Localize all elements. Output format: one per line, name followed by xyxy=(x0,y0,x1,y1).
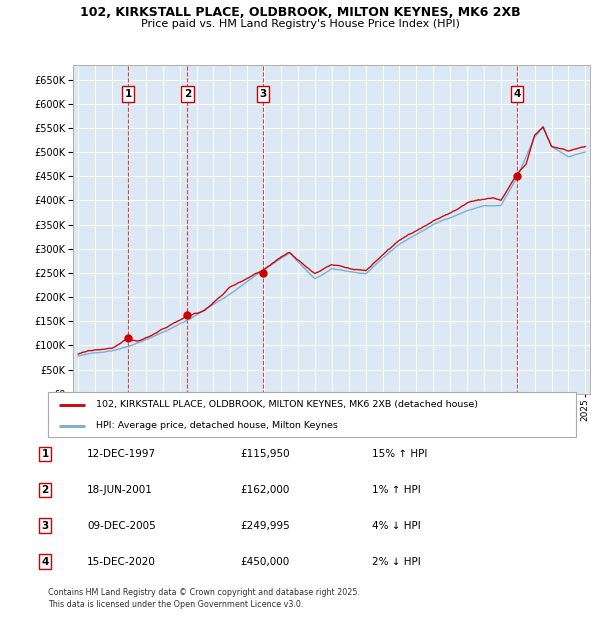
Text: £249,995: £249,995 xyxy=(240,521,290,531)
Text: £162,000: £162,000 xyxy=(240,485,289,495)
Text: Price paid vs. HM Land Registry's House Price Index (HPI): Price paid vs. HM Land Registry's House … xyxy=(140,19,460,29)
Text: £115,950: £115,950 xyxy=(240,449,290,459)
Text: 18-JUN-2001: 18-JUN-2001 xyxy=(87,485,153,495)
Text: 2: 2 xyxy=(184,89,191,99)
Text: 15% ↑ HPI: 15% ↑ HPI xyxy=(372,449,427,459)
Text: 2: 2 xyxy=(41,485,49,495)
Text: HPI: Average price, detached house, Milton Keynes: HPI: Average price, detached house, Milt… xyxy=(95,422,337,430)
Text: 1: 1 xyxy=(125,89,132,99)
Text: 1% ↑ HPI: 1% ↑ HPI xyxy=(372,485,421,495)
Text: 3: 3 xyxy=(259,89,266,99)
Text: 4: 4 xyxy=(514,89,521,99)
Text: 102, KIRKSTALL PLACE, OLDBROOK, MILTON KEYNES, MK6 2XB: 102, KIRKSTALL PLACE, OLDBROOK, MILTON K… xyxy=(80,6,520,19)
Text: 15-DEC-2020: 15-DEC-2020 xyxy=(87,557,156,567)
Text: 2% ↓ HPI: 2% ↓ HPI xyxy=(372,557,421,567)
Text: 4: 4 xyxy=(41,557,49,567)
Text: Contains HM Land Registry data © Crown copyright and database right 2025.
This d: Contains HM Land Registry data © Crown c… xyxy=(48,588,360,609)
Text: £450,000: £450,000 xyxy=(240,557,289,567)
Text: 1: 1 xyxy=(41,449,49,459)
Text: 09-DEC-2005: 09-DEC-2005 xyxy=(87,521,156,531)
Text: 102, KIRKSTALL PLACE, OLDBROOK, MILTON KEYNES, MK6 2XB (detached house): 102, KIRKSTALL PLACE, OLDBROOK, MILTON K… xyxy=(95,400,478,409)
Text: 4% ↓ HPI: 4% ↓ HPI xyxy=(372,521,421,531)
Text: 3: 3 xyxy=(41,521,49,531)
Text: 12-DEC-1997: 12-DEC-1997 xyxy=(87,449,156,459)
